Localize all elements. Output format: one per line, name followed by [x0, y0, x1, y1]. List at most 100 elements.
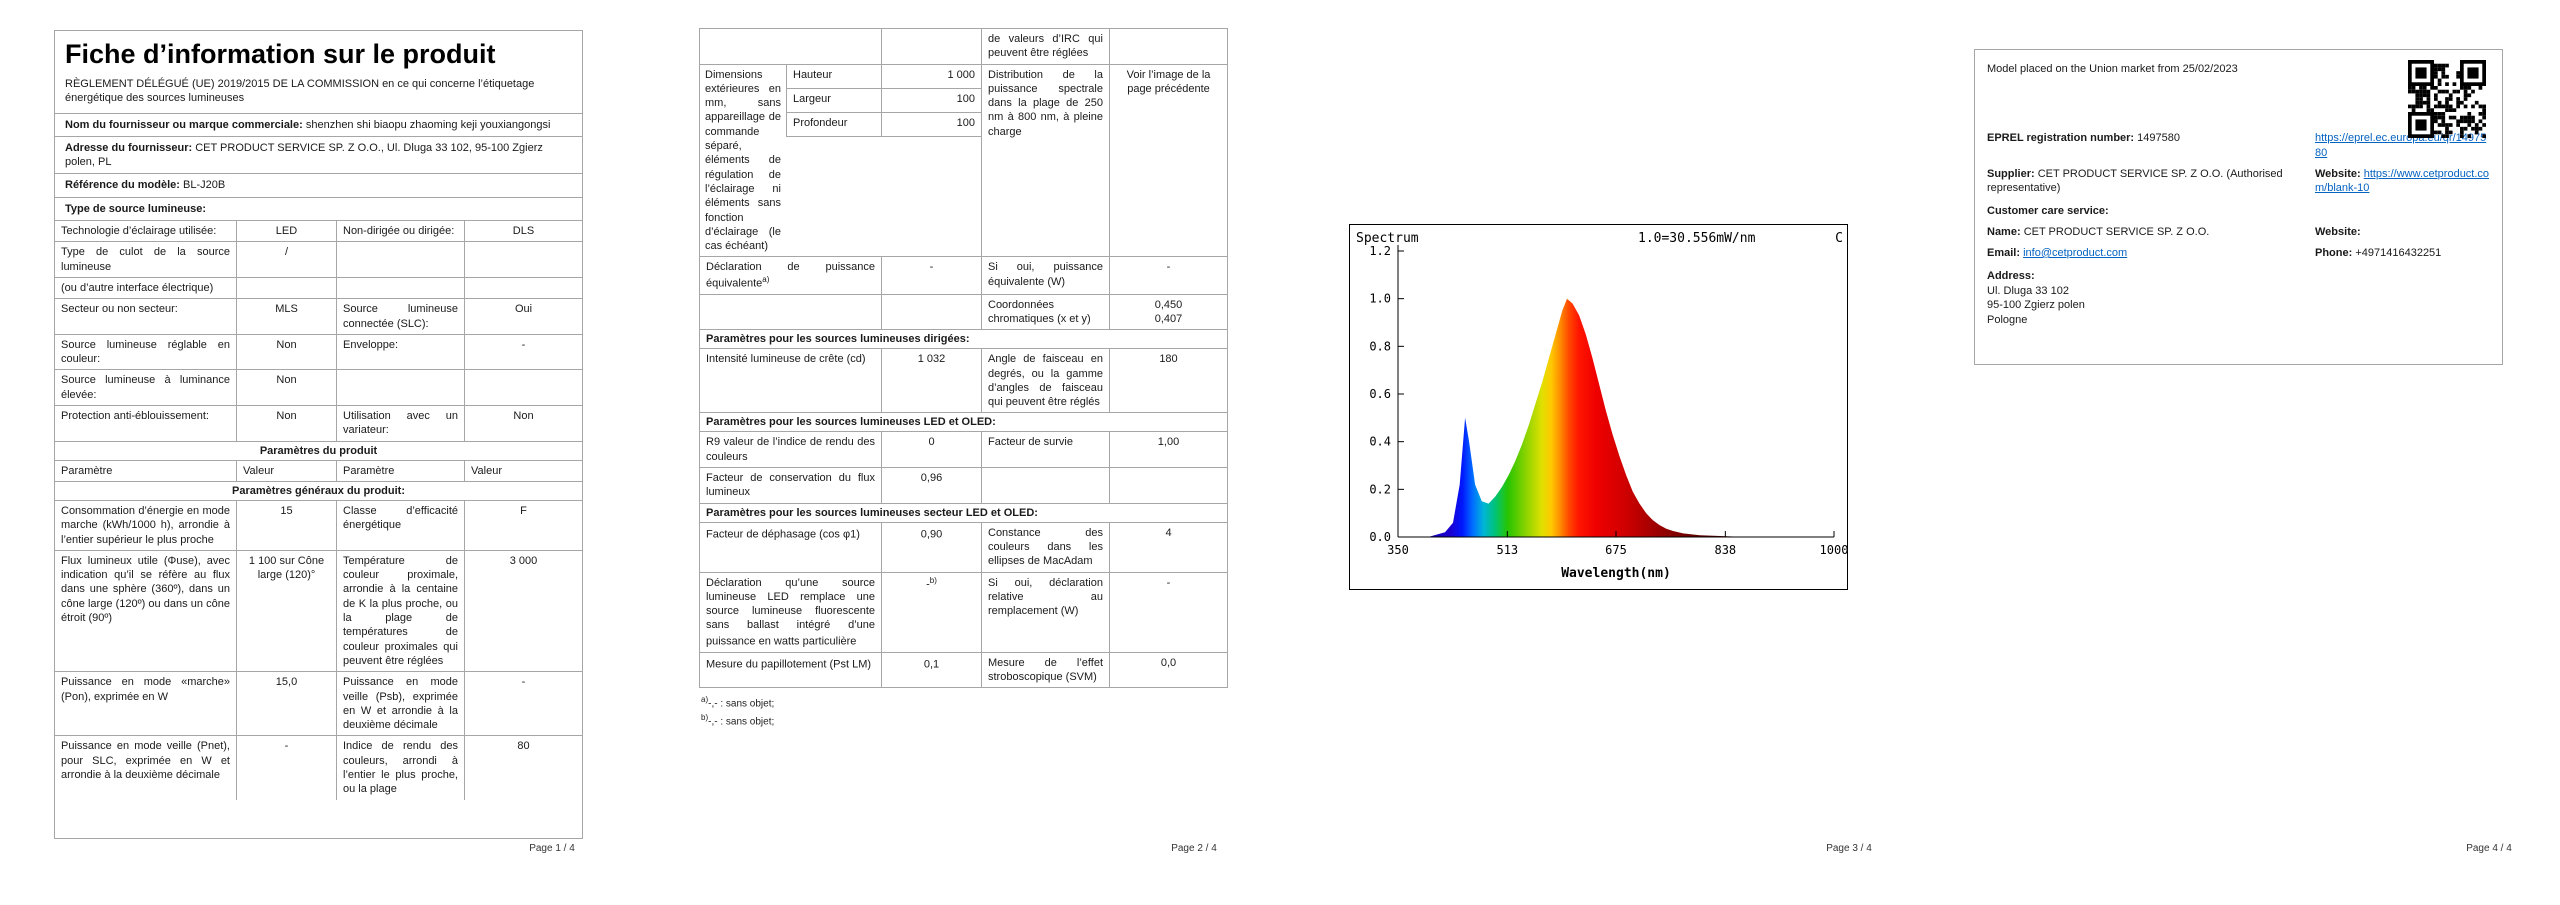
footnote: b)-,- : sans objet; — [701, 712, 775, 727]
table-row: Puissance en mode veille (Pnet), pour SL… — [55, 735, 582, 800]
tick-label: 0.6 — [1369, 387, 1391, 401]
footnote: a)-,- : sans objet; — [701, 695, 775, 710]
page-3-spectrum-chart: 350 513 675 838 1000 0.0 0.2 0.4 0.6 0.8 1.0 1.2 Sp… — [1349, 224, 1848, 590]
address-line: 95-100 Zgierz polen — [1987, 299, 2085, 312]
value-cell: / — [236, 242, 336, 277]
value-cell: LED — [236, 221, 336, 242]
param-cell: Secteur ou non secteur: — [61, 303, 178, 316]
value-cell: - — [881, 257, 981, 294]
tick-label: 1.0 — [1369, 292, 1391, 306]
table-row: Flux lumineux utile (Φuse), avec indicat… — [55, 549, 582, 672]
type-table: Technologie d’éclairage utilisée: LED No… — [55, 220, 582, 441]
eprel-label: EPREL registration number: — [1987, 131, 2135, 144]
value-cell: Non — [236, 334, 336, 370]
value-cell: Non — [236, 406, 336, 441]
spectrum-area — [1398, 298, 1834, 537]
table-row: R9 valeur de l’indice de rendu des coule… — [700, 431, 1227, 468]
table-row: (ou d’autre interface électrique) — [55, 276, 582, 299]
carryover-row: de valeurs d’IRC qui peuvent être réglée… — [700, 29, 1227, 64]
chart-corner-label: C — [1835, 231, 1843, 246]
supplier-value: CET PRODUCT SERVICE SP. Z O.O. (Authoris… — [1987, 167, 2283, 195]
general-params-title: Paramètres généraux du produit: — [55, 480, 582, 500]
table-row: Mesure du papillotement (Pst LM) 0,1 Mes… — [700, 651, 1227, 688]
supplier-address-row: Adresse du fournisseur: CET PRODUCT SERV… — [55, 135, 582, 174]
led-oled-table: R9 valeur de l’indice de rendu des coule… — [700, 431, 1227, 503]
equivalent-power-row: Déclaration de puissance équivalentea) -… — [700, 256, 1227, 294]
section-header-directed: Paramètres pour les sources lumineuses d… — [700, 329, 1227, 348]
table-row: Facteur de déphasage (cos φ1) 0,90 Const… — [700, 521, 1227, 572]
dimension-name: Hauteur — [786, 64, 881, 89]
table-row: Source lumineuse réglable en couleur: No… — [55, 333, 582, 370]
value-cell — [464, 242, 582, 277]
param-cell: Classe d’efficacité énergétique — [336, 500, 464, 550]
qr-code — [2408, 60, 2486, 138]
value-cell: 4 — [1109, 522, 1227, 572]
param-cell: Déclaration de puissance équivalentea) — [706, 261, 875, 290]
param-cell — [700, 295, 881, 330]
page-footer: Page 3 / 4 — [1826, 843, 1872, 854]
value-cell: - — [1109, 572, 1227, 652]
value-cell: MLS — [236, 299, 336, 334]
value-cell: Voir l’image de la page précédente — [1109, 64, 1227, 257]
chart-title: Spectrum — [1356, 231, 1419, 246]
tick-label: 0.0 — [1369, 530, 1391, 544]
page-footer: Page 1 / 4 — [529, 843, 575, 854]
phone-label: Phone: — [2315, 246, 2353, 259]
param-cell: Flux lumineux utile (Φuse), avec indicat… — [61, 554, 230, 625]
spectrum-plot: 350 513 675 838 1000 0.0 0.2 0.4 0.6 0.8 1.0 1.2 Sp… — [1350, 225, 1847, 589]
value-cell: 0,450 0,407 — [1109, 294, 1227, 330]
table-row: Source lumineuse à luminance élevée: Non — [55, 369, 582, 406]
name-row: Name: CET PRODUCT SERVICE SP. Z O.O. Web… — [1987, 225, 2490, 240]
param-cell: Déclaration qu’une source lumineuse LED … — [706, 576, 875, 648]
chart-scale-note: 1.0=30.556mW/nm — [1638, 231, 1756, 246]
table-row: Facteur de conservation du flux lumineux… — [700, 467, 1227, 503]
address-label: Address: — [1987, 269, 2035, 282]
email-link[interactable]: info@cetproduct.com — [2023, 246, 2128, 259]
param-cell — [700, 29, 881, 64]
eprel-number: EPREL registration number: 1497580 — [1987, 131, 2309, 161]
website-link[interactable]: https://www.cetproduct.com/blank-10 — [2315, 167, 2490, 195]
supplier-info: Supplier: CET PRODUCT SERVICE SP. Z O.O.… — [1987, 167, 2309, 197]
value-cell — [1109, 29, 1227, 64]
value-cell: Oui — [464, 299, 582, 334]
param-cell: de valeurs d’IRC qui peuvent être réglée… — [981, 29, 1109, 64]
x-axis-label: Wavelength(nm) — [1561, 566, 1671, 581]
param-cell — [336, 370, 464, 406]
footnote-marker: b) — [929, 575, 937, 585]
param-cell: Intensité lumineuse de crête (cd) — [706, 353, 866, 366]
value-cell: Non — [464, 406, 582, 441]
value-cell: F — [464, 500, 582, 550]
param-cell: Mesure de l’effet stroboscopique (SVM) — [981, 652, 1109, 688]
value-cell: 15,0 — [236, 672, 336, 736]
param-cell — [336, 242, 464, 277]
param-cell: Utilisation avec un variateur: — [336, 406, 464, 441]
chromaticity-row: Coordonnées chromatiques (x et y) 0,450 … — [700, 293, 1227, 330]
param-cell: Source lumineuse connectée (SLC): — [336, 299, 464, 334]
dimension-value: 100 — [881, 88, 981, 113]
param-cell: Mesure du papillotement (Pst LM) — [706, 658, 872, 671]
value-cell: 15 — [236, 500, 336, 550]
name-label: Name: — [1987, 226, 2021, 239]
param-cell: Facteur de déphasage (cos φ1) — [706, 528, 860, 541]
table-row: Intensité lumineuse de crête (cd) 1 032 … — [700, 348, 1227, 413]
value-cell: 0,1 — [881, 652, 981, 688]
address-lines: Ul. Dluga 33 102 95-100 Zgierz polen Pol… — [1987, 284, 2490, 329]
table-row: Consommation d’énergie en mode marche (k… — [55, 499, 582, 550]
table-row: Déclaration qu’une source lumineuse LED … — [700, 571, 1227, 652]
value-cell: 3 000 — [464, 550, 582, 672]
tick-label: 1000 — [1820, 543, 1847, 557]
param-cell: Indice de rendu des couleurs, arrondi à … — [336, 736, 464, 800]
document-title: Fiche d’information sur le produit — [65, 39, 496, 69]
value-cell: - — [236, 736, 336, 800]
empty-cell — [786, 137, 981, 257]
column-header: Valeur — [464, 460, 582, 481]
param-cell: Type de culot de la source lumineuse — [61, 246, 230, 273]
param-cell: Source lumineuse à luminance élevée: — [61, 374, 230, 401]
address-block: Address: Ul. Dluga 33 102 95-100 Zgierz … — [1987, 269, 2490, 328]
care-email: Email: info@cetproduct.com — [1987, 246, 2309, 261]
page-footer: Page 2 / 4 — [1171, 843, 1217, 854]
customer-care-header: Customer care service: — [1987, 205, 2109, 218]
param-cell: Température de couleur proximale, arrond… — [336, 550, 464, 672]
value-cell: Non — [236, 370, 336, 406]
value-cell — [464, 277, 582, 299]
